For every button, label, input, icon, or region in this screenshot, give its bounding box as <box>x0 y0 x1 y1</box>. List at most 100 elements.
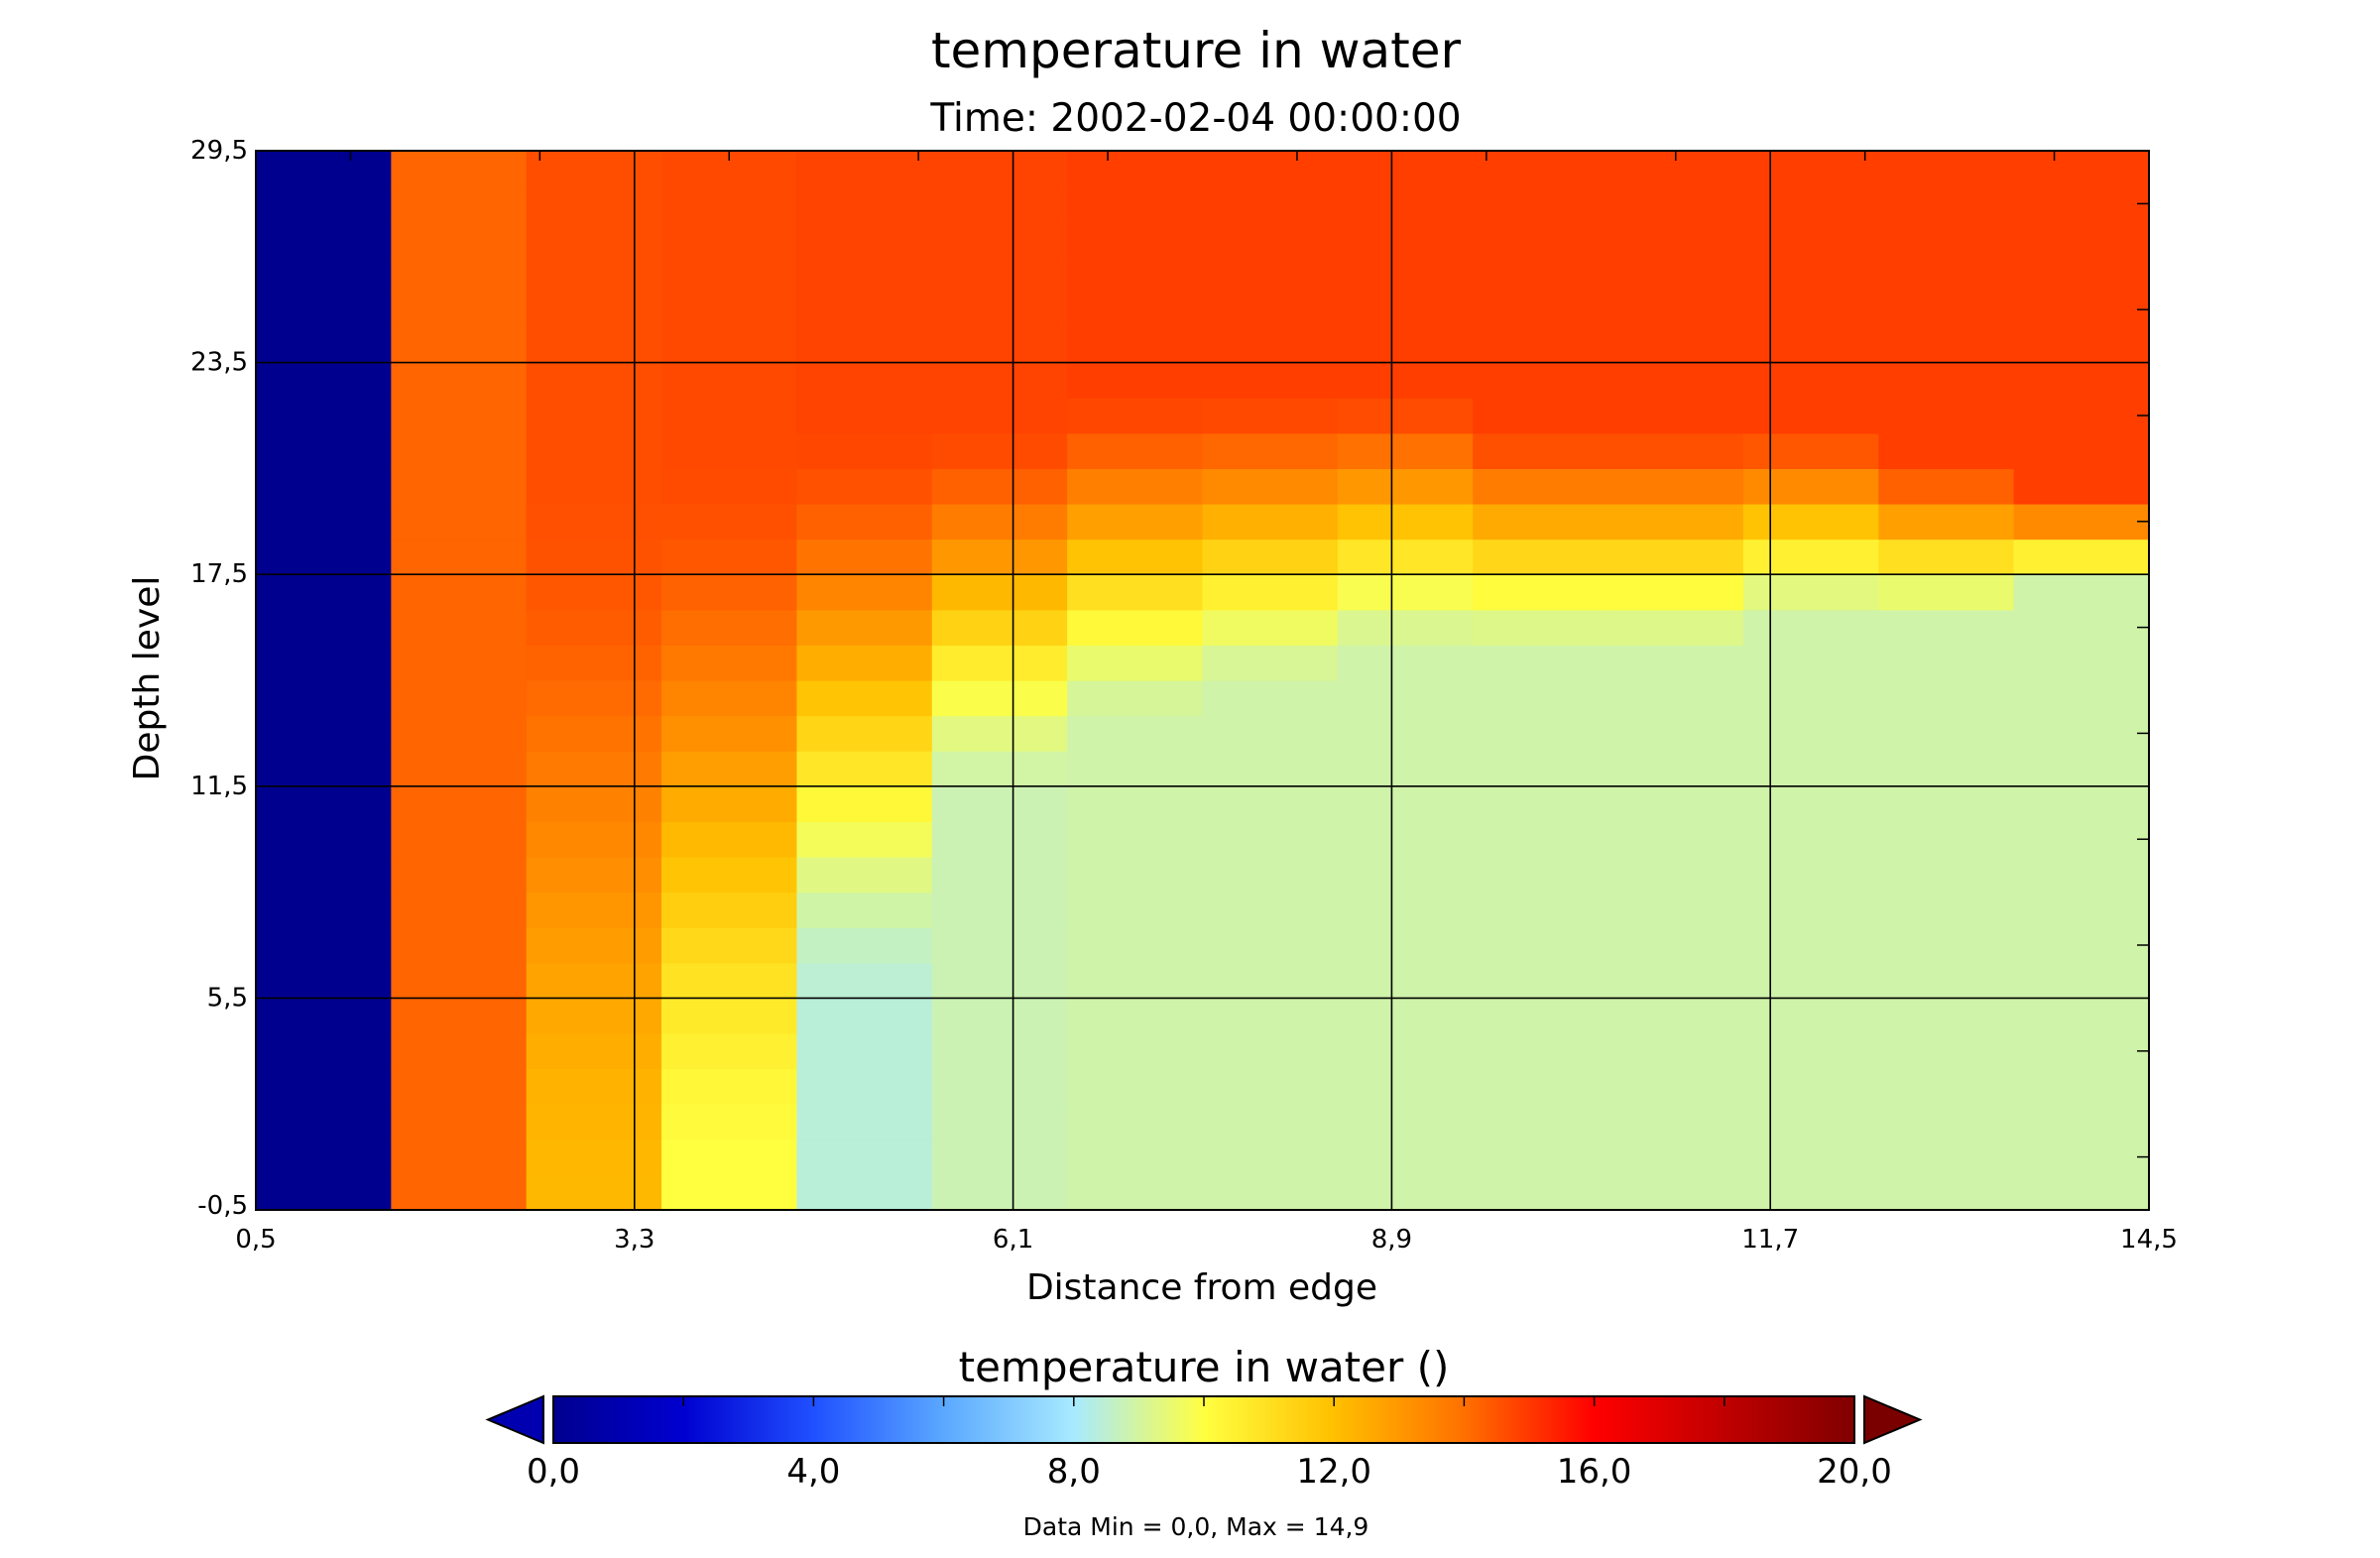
heatmap-cell <box>661 751 798 787</box>
heatmap-cell <box>256 574 392 611</box>
heatmap-cell <box>256 785 392 822</box>
heatmap-cell <box>391 362 528 399</box>
heatmap-cell <box>1202 398 1339 434</box>
heatmap-cell <box>1202 292 1339 328</box>
heatmap-cell <box>1878 857 2015 894</box>
heatmap-cell <box>1742 962 1879 999</box>
heatmap-cell <box>1607 1139 1744 1175</box>
heatmap-cell <box>1878 892 2015 928</box>
heatmap-cell <box>1202 892 1339 928</box>
heatmap-cell <box>661 1033 798 1070</box>
heatmap-cell <box>526 715 662 752</box>
heatmap-cell <box>796 1033 933 1070</box>
heatmap-cell <box>391 221 528 258</box>
heatmap-cell <box>931 715 1068 752</box>
heatmap-cell <box>661 892 798 928</box>
heatmap-cell <box>526 1104 662 1140</box>
heatmap-cell <box>661 574 798 611</box>
heatmap-cell <box>1878 751 2015 787</box>
heatmap-cell <box>256 362 392 399</box>
heatmap-cell <box>1742 609 1879 646</box>
heatmap-cell <box>1202 327 1339 364</box>
heatmap-cell <box>526 574 662 611</box>
heatmap-cell <box>1337 821 1474 858</box>
colorbar-tick-label: 0,0 <box>527 1452 580 1492</box>
heatmap-cell <box>1607 1068 1744 1105</box>
heatmap-cell <box>391 185 528 222</box>
heatmap-cell <box>1742 1139 1879 1175</box>
heatmap-cell <box>1337 1033 1474 1070</box>
heatmap-cell <box>1202 857 1339 894</box>
heatmap-cell <box>1067 292 1204 328</box>
heatmap-cell <box>1607 432 1744 469</box>
heatmap-cell <box>1742 256 1879 293</box>
heatmap-cell <box>1742 715 1879 752</box>
heatmap-cell <box>796 432 933 469</box>
heatmap-cell <box>256 998 392 1034</box>
heatmap-cell <box>1473 504 1609 540</box>
heatmap-cell <box>391 539 528 575</box>
heatmap-cell <box>526 927 662 964</box>
heatmap-cell <box>1473 432 1609 469</box>
heatmap-cell <box>256 468 392 505</box>
heatmap-cell <box>931 1068 1068 1105</box>
heatmap-cell <box>1067 327 1204 364</box>
heatmap-cell <box>796 1068 933 1105</box>
heatmap-cell <box>796 785 933 822</box>
heatmap-cell <box>1067 892 1204 928</box>
heatmap-cell <box>661 539 798 575</box>
heatmap-cell <box>1878 962 2015 999</box>
grid-lines <box>256 151 2149 1210</box>
heatmap-cell <box>1337 785 1474 822</box>
heatmap-cell <box>1607 1033 1744 1070</box>
y-tick-label: 23,5 <box>190 348 248 378</box>
heatmap-cell <box>391 256 528 293</box>
heatmap-cell <box>2013 1068 2150 1105</box>
heatmap-cell <box>1067 1068 1204 1105</box>
heatmap-cell <box>1202 785 1339 822</box>
heatmap-cell <box>391 1104 528 1140</box>
heatmap-cell <box>796 927 933 964</box>
heatmap-cell <box>1202 645 1339 681</box>
heatmap-cell <box>1473 256 1609 293</box>
heatmap-cell <box>256 857 392 894</box>
heatmap-cell <box>2013 785 2150 822</box>
heatmap-cell <box>391 927 528 964</box>
y-tick-label: 29,5 <box>190 136 248 166</box>
heatmap-cell <box>1742 892 1879 928</box>
x-tick-label: 8,9 <box>1371 1225 1412 1255</box>
heatmap-cell <box>1473 398 1609 434</box>
heatmap-cell <box>1202 1174 1339 1211</box>
heatmap-cell <box>1473 539 1609 575</box>
colorbar-ticks: 0,0 4,0 8,0 12,0 16,0 20,0 <box>527 1396 1892 1492</box>
heatmap-cell <box>2013 292 2150 328</box>
y-tick-label: 11,5 <box>190 772 248 801</box>
heatmap-cell <box>256 1104 392 1140</box>
heatmap-cell <box>526 221 662 258</box>
heatmap-cell <box>256 151 392 187</box>
heatmap-cell <box>796 751 933 787</box>
heatmap-cell <box>1202 468 1339 505</box>
heatmap-cell <box>1337 962 1474 999</box>
heatmap-cell <box>391 1068 528 1105</box>
heatmap-cell <box>1607 609 1744 646</box>
heatmap-cell <box>661 1104 798 1140</box>
heatmap-cell <box>1607 857 1744 894</box>
heatmap-cell <box>1742 821 1879 858</box>
y-axis-ticks: -0,5 5,5 11,5 17,5 23,5 29,5 <box>190 136 248 1221</box>
heatmap-cell <box>1067 1139 1204 1175</box>
heatmap-cell <box>1878 221 2015 258</box>
heatmap-cell <box>526 998 662 1034</box>
heatmap-cell <box>1202 221 1339 258</box>
heatmap-cell <box>391 327 528 364</box>
heatmap-cell <box>526 432 662 469</box>
heatmap-cell <box>1607 927 1744 964</box>
heatmap-cell <box>2013 504 2150 540</box>
heatmap-cell <box>1742 539 1879 575</box>
heatmap-cells <box>256 151 2150 1211</box>
heatmap-cell <box>1878 574 2015 611</box>
heatmap-cell <box>1473 185 1609 222</box>
heatmap-cell <box>796 609 933 646</box>
heatmap-cell <box>1337 927 1474 964</box>
heatmap-cell <box>526 857 662 894</box>
